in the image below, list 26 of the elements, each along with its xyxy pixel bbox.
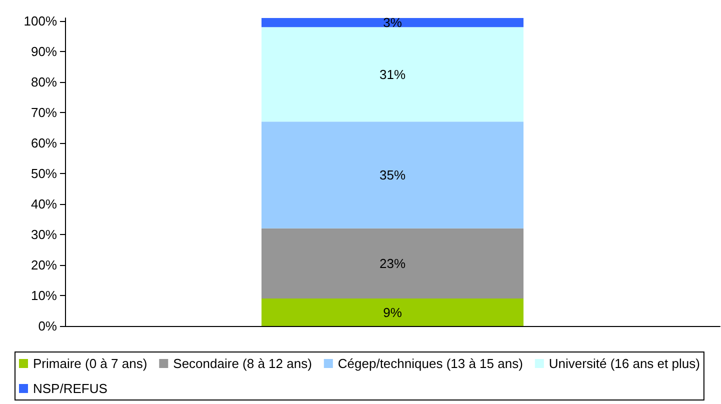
y-tick-label: 60% [30, 136, 58, 151]
data-label: 35% [379, 168, 406, 183]
bar [262, 27, 524, 122]
legend-label: NSP/REFUS [33, 381, 108, 396]
legend-label: Cégep/techniques (13 à 15 ans) [338, 356, 523, 371]
legend-label: Université (16 ans et plus) [548, 356, 700, 371]
legend-label: Primaire (0 à 7 ans) [33, 356, 148, 371]
y-tick-label: 20% [30, 258, 58, 273]
data-label: 31% [379, 66, 406, 82]
y-tick-label: 70% [30, 105, 58, 120]
y-tick-label: 50% [30, 166, 58, 182]
data-label: 23% [379, 256, 406, 271]
legend-label: Secondaire (8 à 12 ans) [173, 356, 312, 371]
data-label: 9% [383, 304, 402, 320]
y-tick-label: 80% [30, 74, 58, 90]
y-tick-label: 100% [24, 14, 58, 29]
bar [262, 298, 524, 326]
y-tick-label: 30% [30, 227, 58, 242]
y-tick-label: 0% [38, 318, 58, 334]
bar [262, 18, 524, 28]
bar [262, 122, 524, 228]
y-tick-label: 90% [30, 44, 58, 60]
data-label: 3% [383, 15, 402, 30]
bar [262, 228, 524, 299]
y-tick-label: 10% [30, 288, 58, 304]
y-tick-label: 40% [30, 196, 58, 212]
